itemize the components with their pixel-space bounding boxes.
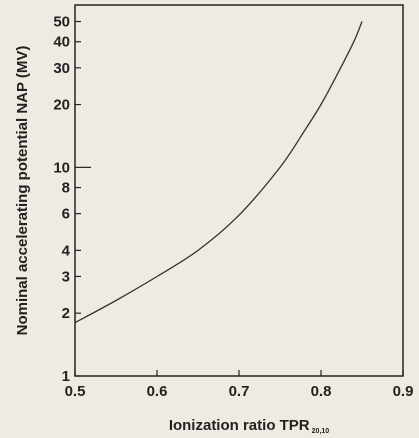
y-tick-label: 3 [62,268,70,285]
y-axis: 1 2 3 4 6 8 10 20 30 40 50 [53,14,91,385]
y-tick-label: 2 [62,305,70,322]
y-tick-label: 10 [53,159,70,176]
y-tick-label: 8 [62,180,70,197]
x-axis-title: Ionization ratio TPR 20,10 [169,417,329,435]
x-axis: 0.5 0.6 0.7 0.8 0.9 [65,370,414,400]
x-tick-label: 0.5 [65,383,86,400]
x-axis-title-text: Ionization ratio TPR [169,417,310,434]
nap-curve-line [74,21,363,324]
y-tick-label: 1 [62,368,70,385]
y-axis-title: Nominal accelerating potential NAP (MV) [14,46,31,336]
x-axis-title-subscript: 20,10 [312,428,330,435]
x-tick-label: 0.7 [229,383,250,400]
y-tick-label: 6 [62,206,70,223]
plot-frame [74,4,404,377]
x-tick-label: 0.9 [393,383,414,400]
y-tick-label: 50 [53,14,70,31]
y-tick-label: 4 [62,242,71,259]
x-tick-label: 0.6 [147,383,168,400]
y-tick-label: 30 [53,60,70,77]
x-tick-label: 0.8 [311,383,332,400]
y-tick-label: 40 [53,34,70,51]
y-tick-label: 20 [53,97,70,114]
